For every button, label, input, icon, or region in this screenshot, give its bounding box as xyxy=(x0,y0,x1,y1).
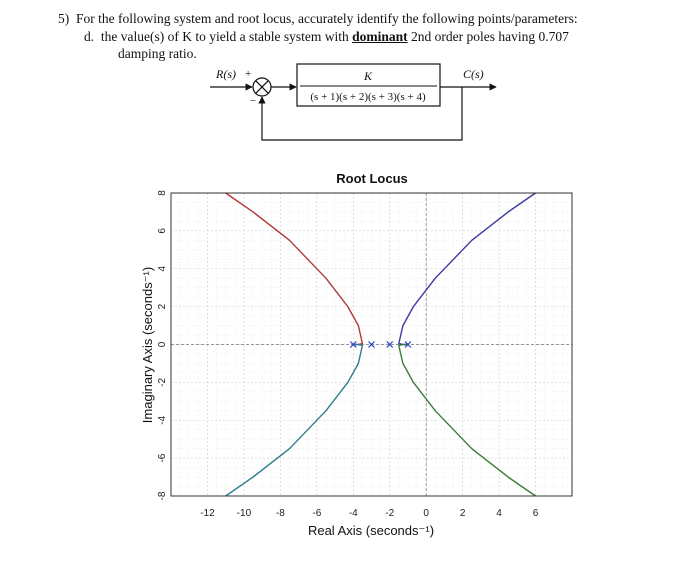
feedback-path xyxy=(258,87,463,141)
plus-sign: + xyxy=(245,68,251,80)
y-tick-label: 4 xyxy=(157,266,168,272)
part-text-after: 2nd order poles having 0.707 xyxy=(410,29,569,44)
question-line: 5) For the following system and root loc… xyxy=(58,11,578,27)
x-tick-label: 4 xyxy=(496,508,502,519)
pole-marker-stroke xyxy=(349,341,357,348)
question-part-line: d. the value(s) of K to yield a stable s… xyxy=(84,29,569,45)
part-text-before: the value(s) of K to yield a stable syst… xyxy=(100,29,349,44)
x-tick-label: -4 xyxy=(349,508,358,519)
pole-marker xyxy=(368,341,375,348)
y-tick-label: -2 xyxy=(157,377,168,386)
x-tick-label: -12 xyxy=(200,508,215,519)
y-tick-label: 0 xyxy=(157,341,168,347)
x-tick-label: -2 xyxy=(385,508,394,519)
locus-branch-4 xyxy=(398,343,536,497)
x-tick-label: 6 xyxy=(533,508,539,519)
tf-numerator: K xyxy=(363,69,373,83)
minus-sign: − xyxy=(250,95,256,107)
y-tick-label: -4 xyxy=(157,415,168,424)
output-label: C(s) xyxy=(463,67,484,81)
part-label: d. xyxy=(84,29,95,44)
x-tick-label: -6 xyxy=(312,508,321,519)
part-text-line2: damping ratio. xyxy=(118,46,197,61)
y-tick-labels: 8 6 4 2 0 -2 -4 -6 -8 xyxy=(157,190,168,501)
pole-marker-stroke xyxy=(404,341,412,348)
y-tick-label: -6 xyxy=(157,453,168,462)
x-tick-label: -10 xyxy=(237,508,252,519)
transfer-function-block xyxy=(296,63,441,107)
x-tick-label: 2 xyxy=(460,508,466,519)
summing-junction xyxy=(252,77,272,97)
pole-marker xyxy=(349,341,357,348)
question-number: 5) xyxy=(58,11,70,26)
locus-branch-2 xyxy=(225,343,364,497)
tf-denominator: (s + 1)(s + 2)(s + 3)(s + 4) xyxy=(310,91,426,103)
root-locus-chart: Root Locus -12 -10 -8 -6 -4 -2 0 2 4 6 86420-2-4-… xyxy=(140,171,573,538)
x-tick-label: 0 xyxy=(423,508,429,519)
chart-title: Root Locus xyxy=(336,171,408,186)
pole-marker-stroke xyxy=(386,341,394,348)
locus-branches xyxy=(225,192,536,497)
y-tick-label: 6 xyxy=(157,228,168,234)
pole-marker xyxy=(386,341,394,348)
pole-marker xyxy=(404,341,412,348)
x-axis-label: Real Axis (seconds⁻¹) xyxy=(308,523,434,538)
x-tick-label: -8 xyxy=(276,508,285,519)
y-tick-label: -8 xyxy=(157,491,168,500)
block-diagram: R(s) + − K (s + 1)(s + 2)(s + 3)(s + 4) … xyxy=(210,63,497,141)
question-part-line-2: damping ratio. xyxy=(118,46,197,62)
x-tick-labels: -12 -10 -8 -6 -4 -2 0 2 4 6 xyxy=(200,508,539,519)
y-tick-label: 2 xyxy=(157,303,168,309)
part-emphasis: dominant xyxy=(352,29,408,44)
open-loop-poles xyxy=(349,341,412,348)
y-tick-label: 8 xyxy=(157,190,168,196)
y-axis-label: Imaginary Axis (seconds⁻¹) xyxy=(140,267,155,423)
plot-frame xyxy=(170,192,573,497)
question-text: For the following system and root locus,… xyxy=(76,11,578,26)
pole-marker-stroke xyxy=(368,341,375,348)
input-label: R(s) xyxy=(215,67,236,81)
